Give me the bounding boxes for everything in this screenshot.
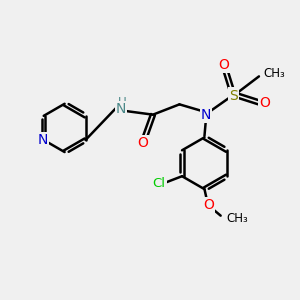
Text: O: O (260, 96, 270, 110)
Text: CH₃: CH₃ (226, 212, 248, 225)
Text: H: H (118, 95, 126, 109)
Text: O: O (137, 136, 148, 150)
Text: N: N (116, 102, 126, 116)
Text: O: O (218, 58, 229, 72)
Text: Cl: Cl (153, 177, 166, 190)
Text: CH₃: CH₃ (263, 67, 285, 80)
Text: N: N (38, 133, 48, 147)
Text: O: O (203, 198, 214, 212)
Text: S: S (230, 88, 238, 103)
Text: N: N (201, 108, 211, 122)
